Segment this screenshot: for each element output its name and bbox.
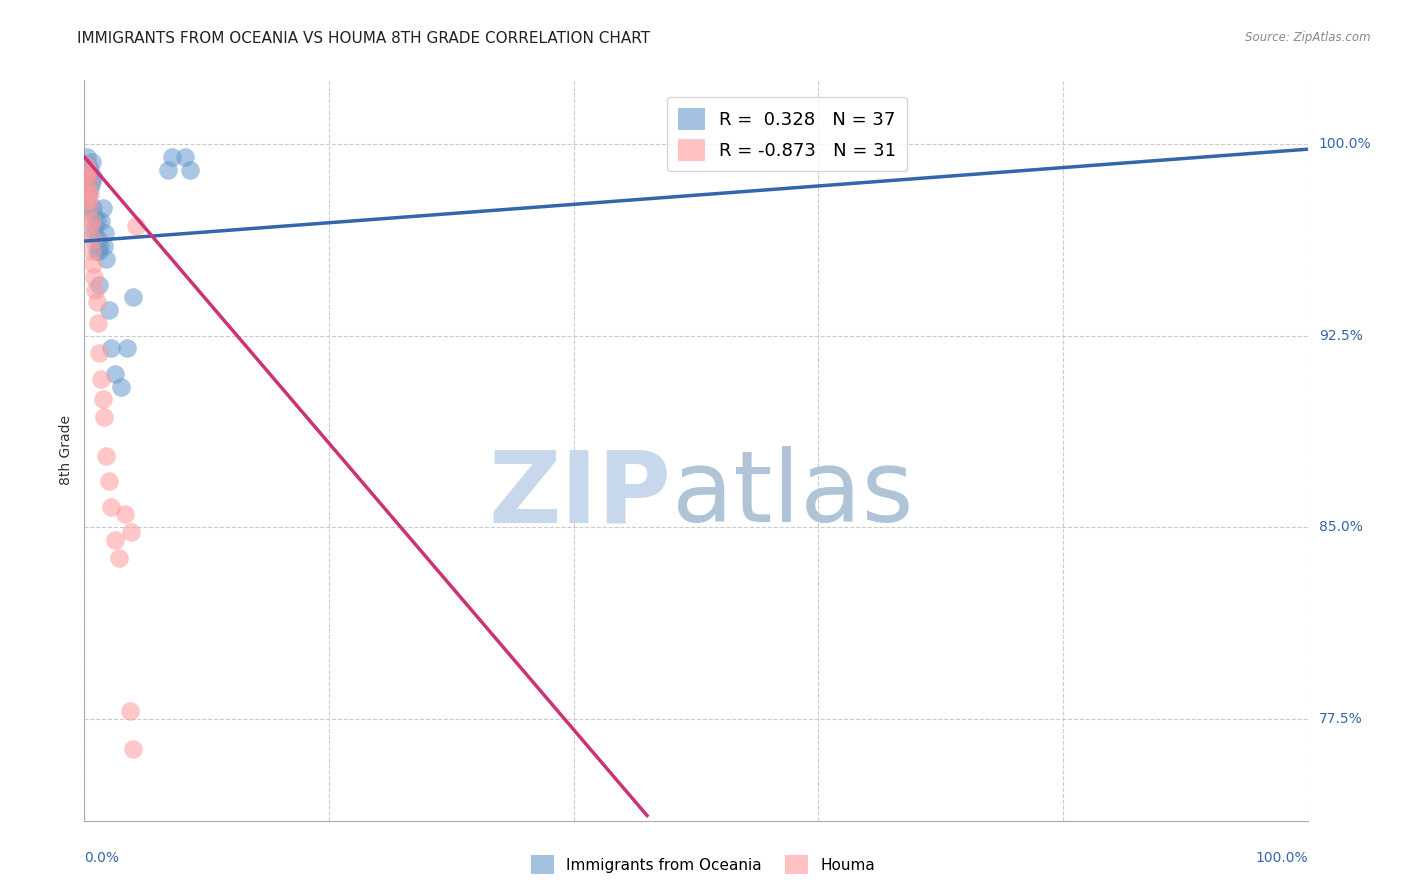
Point: [82, 170, 104, 185]
Text: IMMIGRANTS FROM OCEANIA VS HOUMA 8TH GRADE CORRELATION CHART: IMMIGRANTS FROM OCEANIA VS HOUMA 8TH GRA…: [77, 31, 651, 46]
Legend: R =  0.328   N = 37, R = -0.873   N = 31: R = 0.328 N = 37, R = -0.873 N = 31: [666, 96, 907, 171]
Point: [84, 219, 107, 233]
Point: [77, 157, 100, 171]
Point: [87, 244, 110, 259]
Point: [91, 201, 114, 215]
Point: [80, 244, 103, 259]
Point: [120, 525, 142, 540]
Point: [86, 244, 108, 259]
Point: [83, 227, 105, 241]
Point: [77, 194, 100, 208]
Text: 0.0%: 0.0%: [84, 851, 120, 865]
Point: [87, 231, 110, 245]
Point: [125, 219, 148, 233]
Point: [76, 168, 98, 182]
Point: [76, 183, 98, 197]
Point: [93, 410, 115, 425]
Point: [86, 295, 108, 310]
Point: [76, 150, 98, 164]
Point: [107, 550, 129, 565]
Point: [86, 213, 108, 227]
Text: atlas: atlas: [672, 446, 912, 543]
Point: [77, 201, 100, 215]
Point: [77, 188, 100, 202]
Point: [77, 168, 100, 182]
Point: [83, 269, 105, 284]
Text: 100.0%: 100.0%: [1319, 137, 1371, 151]
Point: [104, 367, 127, 381]
Point: [77, 201, 100, 215]
Point: [87, 277, 110, 292]
Text: 85.0%: 85.0%: [1319, 520, 1362, 534]
Point: [104, 533, 127, 547]
Text: ZIP: ZIP: [489, 446, 672, 543]
Point: [80, 155, 103, 169]
Point: [75, 162, 97, 177]
Point: [179, 162, 201, 177]
Point: [96, 449, 118, 463]
Text: 100.0%: 100.0%: [1256, 851, 1308, 865]
Point: [79, 188, 101, 202]
Legend: Immigrants from Oceania, Houma: Immigrants from Oceania, Houma: [524, 849, 882, 880]
Point: [87, 316, 110, 330]
Point: [94, 227, 117, 241]
Point: [100, 342, 122, 356]
Point: [115, 342, 138, 356]
Text: 92.5%: 92.5%: [1319, 328, 1362, 343]
Point: [114, 508, 136, 522]
Point: [156, 162, 179, 177]
Text: 77.5%: 77.5%: [1319, 712, 1362, 725]
Point: [110, 379, 132, 393]
Point: [80, 175, 103, 189]
Point: [90, 372, 112, 386]
Point: [91, 392, 114, 407]
Point: [122, 742, 145, 756]
Point: [82, 257, 104, 271]
Point: [77, 175, 100, 189]
Point: [162, 150, 184, 164]
Point: [79, 180, 101, 194]
Point: [97, 303, 120, 318]
Point: [79, 219, 101, 233]
Point: [100, 500, 122, 514]
Y-axis label: 8th Grade: 8th Grade: [59, 416, 73, 485]
Point: [89, 239, 111, 253]
Point: [83, 209, 105, 223]
Point: [90, 213, 112, 227]
Point: [75, 157, 97, 171]
Point: [96, 252, 118, 266]
Point: [118, 704, 141, 718]
Point: [97, 474, 120, 488]
Point: [80, 213, 103, 227]
Point: [82, 231, 104, 245]
Point: [173, 150, 195, 164]
Point: [76, 175, 98, 189]
Point: [87, 346, 110, 360]
Point: [84, 283, 107, 297]
Point: [122, 290, 145, 304]
Text: Source: ZipAtlas.com: Source: ZipAtlas.com: [1246, 31, 1371, 45]
Point: [79, 162, 101, 177]
Point: [93, 239, 115, 253]
Point: [77, 162, 100, 177]
Point: [82, 201, 104, 215]
